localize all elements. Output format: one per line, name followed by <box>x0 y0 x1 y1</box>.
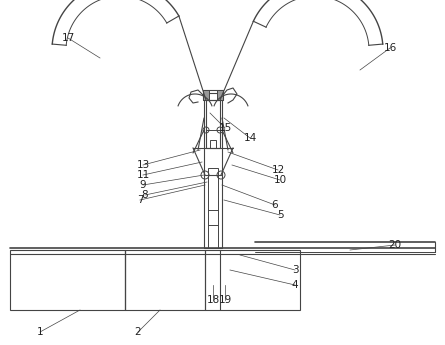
Text: 9: 9 <box>140 180 146 190</box>
Text: 12: 12 <box>271 165 285 175</box>
Text: 4: 4 <box>291 280 298 290</box>
Bar <box>125 250 205 310</box>
Text: 16: 16 <box>384 43 396 53</box>
Text: 17: 17 <box>61 33 75 43</box>
Text: 2: 2 <box>135 327 142 337</box>
Text: 11: 11 <box>136 170 150 180</box>
Text: 6: 6 <box>272 200 278 210</box>
Text: 3: 3 <box>291 265 298 275</box>
Text: 18: 18 <box>206 295 220 305</box>
Text: 5: 5 <box>277 210 283 220</box>
Bar <box>217 90 223 100</box>
Bar <box>203 90 209 100</box>
Text: 20: 20 <box>388 240 401 250</box>
Text: 8: 8 <box>142 190 148 200</box>
Text: 19: 19 <box>218 295 232 305</box>
Bar <box>210 140 216 148</box>
Bar <box>203 90 223 100</box>
Text: 15: 15 <box>218 123 232 133</box>
Bar <box>208 168 218 248</box>
Bar <box>10 250 125 310</box>
Text: 13: 13 <box>136 160 150 170</box>
Text: 7: 7 <box>137 195 143 205</box>
Bar <box>204 93 222 248</box>
Text: 14: 14 <box>243 133 257 143</box>
Text: 1: 1 <box>36 327 43 337</box>
Bar <box>206 100 220 148</box>
Text: 10: 10 <box>273 175 287 185</box>
Bar <box>205 250 300 310</box>
